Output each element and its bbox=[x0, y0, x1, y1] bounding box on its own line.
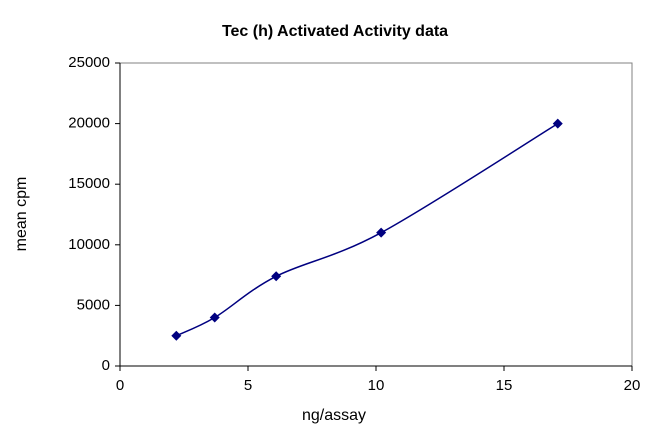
data-point bbox=[376, 227, 387, 238]
y-tick-label: 0 bbox=[102, 357, 110, 374]
x-tick-label: 20 bbox=[624, 377, 641, 394]
plot-frame bbox=[119, 62, 633, 367]
y-tick-label: 10000 bbox=[68, 236, 110, 253]
x-axis-label: ng/assay bbox=[302, 407, 366, 424]
x-tick-label: 5 bbox=[244, 377, 252, 394]
y-tick-label: 20000 bbox=[68, 115, 110, 132]
y-axis-label: mean cpm bbox=[13, 177, 30, 252]
series-line bbox=[175, 122, 559, 337]
x-tick-label: 0 bbox=[116, 377, 124, 394]
data-point bbox=[552, 118, 563, 129]
x-tick-label: 15 bbox=[496, 377, 513, 394]
data-point bbox=[271, 271, 282, 282]
y-tick-label: 5000 bbox=[77, 296, 110, 313]
data-point bbox=[209, 312, 220, 323]
chart-title: Tec (h) Activated Activity data bbox=[222, 23, 448, 40]
y-tick-label: 15000 bbox=[68, 175, 110, 192]
x-tick-label: 10 bbox=[368, 377, 385, 394]
y-tick-label: 25000 bbox=[68, 54, 110, 71]
data-point bbox=[171, 330, 182, 341]
